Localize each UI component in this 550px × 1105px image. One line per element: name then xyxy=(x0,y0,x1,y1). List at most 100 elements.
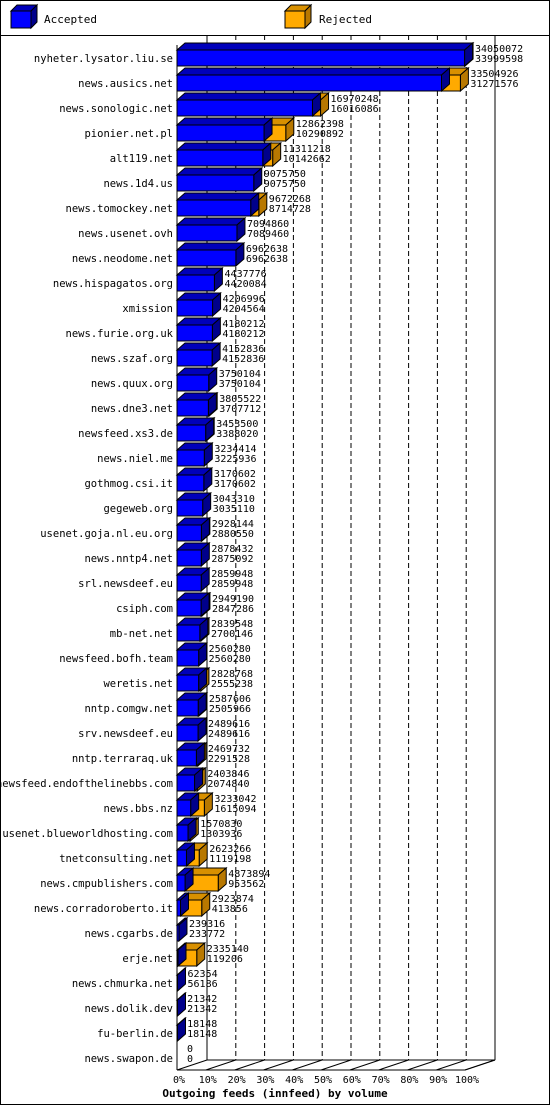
value-label-total: 11311218 xyxy=(283,144,331,155)
bar-accepted xyxy=(175,1016,187,1043)
value-label-total: 18148 xyxy=(187,1019,217,1030)
category-label: srv.newsdeef.eu xyxy=(78,728,173,740)
value-label-total: 21342 xyxy=(187,994,217,1005)
bar-accepted xyxy=(175,66,451,93)
category-label: csiph.com xyxy=(116,603,173,615)
value-label-accepted: 0 xyxy=(187,1054,193,1065)
category-label: news.sonologic.net xyxy=(59,103,173,115)
bar-accepted xyxy=(175,716,208,743)
category-label: srl.newsdeef.eu xyxy=(78,578,173,590)
x-tick-label: 20% xyxy=(228,1075,246,1086)
value-label-accepted: 4152836 xyxy=(222,354,264,365)
bar-accepted xyxy=(175,891,190,918)
x-tick-label: 100% xyxy=(455,1075,479,1086)
value-label-total: 12862398 xyxy=(296,119,344,130)
category-label: gegeweb.org xyxy=(103,503,173,515)
legend-rejected-swatch xyxy=(283,3,313,30)
x-tick-label: 80% xyxy=(400,1075,418,1086)
category-label: xmission xyxy=(122,303,173,315)
value-label-accepted: 1119198 xyxy=(209,854,251,865)
bar-accepted xyxy=(175,166,264,193)
bar-accepted xyxy=(175,691,208,718)
value-label-total: 2828768 xyxy=(211,669,253,680)
bar-accepted xyxy=(175,991,187,1018)
floor-tick xyxy=(205,1059,236,1071)
value-label-total: 62354 xyxy=(188,969,218,980)
category-label: news.cgarbs.de xyxy=(84,928,173,940)
value-label-accepted: 18148 xyxy=(187,1029,217,1040)
x-tick-label: 70% xyxy=(372,1075,390,1086)
bar-accepted xyxy=(175,491,213,518)
bar-accepted xyxy=(175,266,224,293)
category-label: news.chmurka.net xyxy=(72,978,173,990)
value-label-accepted: 2291528 xyxy=(208,754,250,765)
value-label-accepted: 21342 xyxy=(187,1004,217,1015)
value-label-total: 2839548 xyxy=(211,619,253,630)
value-label-accepted: 3035110 xyxy=(213,504,255,515)
floor-tick xyxy=(292,1059,323,1071)
floor-tick xyxy=(378,1059,409,1071)
bar-accepted xyxy=(175,291,222,318)
category-label: newsfeed.endofthelinebbs.com xyxy=(0,778,173,790)
value-label-total: 2923874 xyxy=(212,894,254,905)
category-label: news.niel.me xyxy=(97,453,173,465)
value-label-total: 3233042 xyxy=(214,794,256,805)
legend-rejected-label: Rejected xyxy=(319,13,372,26)
value-label-total: 3805522 xyxy=(219,394,261,405)
category-label: news.dolik.dev xyxy=(84,1003,173,1015)
category-label: news.nntp4.net xyxy=(84,553,173,565)
x-tick-labels: 0% 10% 20% 30% 40% 50% 60% 70% 80% 90% 100% xyxy=(173,1075,479,1086)
value-label-accepted: 2875092 xyxy=(211,554,253,565)
value-label-total: 16970248 xyxy=(331,94,379,105)
category-labels: nyheter.lysator.liu.se news.ausics.net new… xyxy=(0,53,174,1065)
category-label: usenet.blueworldhosting.com xyxy=(2,828,173,840)
bar-accepted xyxy=(175,91,322,118)
x-axis-title: Outgoing feeds (innfeed) by volume xyxy=(162,1087,388,1100)
value-label-accepted: 953562 xyxy=(228,879,264,890)
value-label-accepted: 10290892 xyxy=(296,129,344,140)
value-label-accepted: 4180212 xyxy=(222,329,264,340)
value-label-total: 2623266 xyxy=(209,844,251,855)
legend-accepted-label: Accepted xyxy=(44,13,97,26)
category-label: news.bbs.nz xyxy=(103,803,173,815)
category-label: news.furie.org.uk xyxy=(66,328,174,340)
floor-right-line xyxy=(464,1059,496,1071)
bar-accepted xyxy=(175,666,208,693)
value-label-total: 34050072 xyxy=(475,44,523,55)
category-label: erje.net xyxy=(122,953,173,965)
bar-accepted xyxy=(175,191,261,218)
value-label-total: 4873894 xyxy=(228,869,270,880)
value-label-accepted: 33999598 xyxy=(475,54,523,65)
value-label-total: 2469732 xyxy=(208,744,250,755)
category-label: news.cmpublishers.com xyxy=(40,878,173,890)
floor-tick xyxy=(436,1059,467,1071)
value-label-total: 2859948 xyxy=(211,569,253,580)
x-tick-label: 60% xyxy=(343,1075,361,1086)
bar-accepted xyxy=(175,516,211,543)
x-tick-label: 50% xyxy=(314,1075,332,1086)
x-tick-label: 30% xyxy=(256,1075,274,1086)
category-label: nyheter.lysator.liu.se xyxy=(34,53,173,65)
value-label-accepted: 4204564 xyxy=(223,304,265,315)
value-label-total: 2403846 xyxy=(207,769,249,780)
value-label-total: 4152836 xyxy=(222,344,264,355)
category-label: news.dne3.net xyxy=(91,403,173,415)
bar-accepted xyxy=(175,41,474,68)
value-label-accepted: 3750104 xyxy=(219,379,261,390)
value-label-accepted: 9075750 xyxy=(264,179,306,190)
bar-accepted xyxy=(175,791,200,818)
floor-tick xyxy=(320,1059,352,1071)
category-label: weretis.net xyxy=(103,678,173,690)
category-label: newsfeed.bofh.team xyxy=(59,653,173,665)
floor-tick xyxy=(234,1059,265,1071)
value-label-total: 1570830 xyxy=(200,819,242,830)
value-label-accepted: 10142662 xyxy=(283,154,331,165)
value-label-accepted: 1303936 xyxy=(200,829,242,840)
value-label-accepted: 3707712 xyxy=(219,404,261,415)
category-label: tnetconsulting.net xyxy=(59,853,173,865)
value-label-accepted: 3225936 xyxy=(214,454,256,465)
category-label: news.tomockey.net xyxy=(66,203,173,215)
floor-tick xyxy=(176,1059,208,1071)
value-label-total: 6962638 xyxy=(246,244,288,255)
